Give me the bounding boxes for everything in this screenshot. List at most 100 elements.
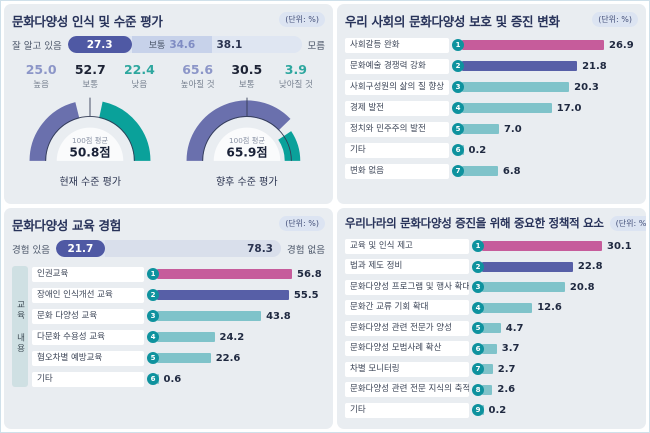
- bar-value: 22.8: [577, 261, 603, 272]
- rank-badge: 4: [452, 102, 464, 114]
- bar-row-label: 다문화 수용성 교육: [32, 329, 144, 345]
- education-stacked-bar: 경험 있음 21.7 78.3 경험 없음: [12, 240, 325, 257]
- rank-badge: 5: [452, 123, 464, 135]
- bar-row-label: 혐오차별 예방교육: [32, 350, 144, 366]
- stat-item: 65.6 높아질 것: [178, 62, 218, 90]
- bar-row-label: 기타: [345, 142, 449, 158]
- panel-awareness: 문화다양성 인식 및 수준 평가 (단위: %) 잘 알고 있음 27.3 보통…: [4, 4, 333, 204]
- panel-header: 문화다양성 교육 경험 (단위: %): [12, 215, 325, 234]
- panel-title: 우리나라의 문화다양성 증진을 위해 중요한 정책적 요소: [345, 216, 604, 230]
- rank-badge: 2: [452, 60, 464, 72]
- unit-badge: (단위: %): [279, 12, 325, 27]
- gauge-future-level: 100점 평균 65.9점 향후 수준 평가: [169, 92, 326, 188]
- stat-value: 52.7: [74, 62, 106, 77]
- bar-row-label: 사회갈등 완화: [345, 37, 449, 53]
- bar-value: 2.6: [497, 384, 516, 395]
- bar-row: 문화다양성 관련 전문 지식의 축적 8 2.6: [345, 382, 638, 398]
- stat-item: 25.0 높음: [21, 62, 61, 90]
- awareness-gauges: 100점 평균 50.8점 현재 수준 평가 100점 평균 65.9점: [12, 92, 325, 188]
- bar-row: 기타 6 0.2: [345, 142, 638, 158]
- bar-value: 0.2: [488, 404, 507, 416]
- bar-value: 24.2: [219, 331, 245, 343]
- gauge-current-level: 100점 평균 50.8점 현재 수준 평가: [12, 92, 169, 188]
- unit-badge: (단위: %): [592, 12, 638, 27]
- bar-value: 55.5: [293, 289, 319, 301]
- stat-value: 30.5: [231, 62, 263, 77]
- bar-row-label: 차별 모니터링: [345, 361, 469, 377]
- bar: [157, 290, 289, 300]
- bar: [482, 282, 565, 292]
- stat-label: 낮음: [131, 80, 148, 90]
- bar-value: 21.8: [582, 60, 607, 72]
- stacked-bar-track: 21.7 78.3: [55, 240, 282, 257]
- gauge-score: 50.8점: [70, 144, 111, 159]
- bar-row: 장애인 인식개선 교육 2 55.5: [32, 287, 325, 303]
- gauge-current-svg: 100점 평균 50.8점: [29, 97, 151, 162]
- bar-row: 정치와 민주주의 발전 5 7.0: [345, 121, 638, 137]
- bar: [157, 353, 211, 363]
- bar-row-label: 문화간 교류 기회 확대: [345, 300, 469, 315]
- bar-row: 문화 다양성 교육 3 43.8: [32, 308, 325, 324]
- stat-label: 보통: [82, 80, 99, 90]
- gauge-future-svg: 100점 평균 65.9점: [186, 97, 300, 162]
- bar: [482, 364, 493, 374]
- stacked-right-label: 경험 없음: [287, 244, 325, 256]
- rank-badge: 6: [452, 144, 464, 156]
- bar: [157, 269, 292, 279]
- panel-education: 문화다양성 교육 경험 (단위: %) 경험 있음 21.7 78.3 경험 없…: [4, 208, 333, 429]
- bar-row-label: 장애인 인식개선 교육: [32, 287, 144, 303]
- rank-badge: 5: [147, 352, 159, 364]
- stat-value: 22.4: [123, 62, 155, 77]
- bar-row-label: 사회구성원의 삶의 질 향상: [345, 79, 449, 95]
- panel-header: 문화다양성 인식 및 수준 평가 (단위: %): [12, 11, 325, 30]
- education-bars-wrap: 교육 내용 인권교육 1 56.8 장애인 인식개선 교육 2 55.5 문화 다양성 교육…: [12, 266, 325, 387]
- gauge-avg-label: 100점 평균: [72, 136, 108, 145]
- bar-value: 20.8: [569, 281, 595, 293]
- stat-item: 52.7 보통: [70, 62, 110, 90]
- bar: [482, 302, 533, 313]
- bar-row-label: 문화다양성 관련 전문 지식의 축적: [345, 382, 469, 397]
- rank-badge: 6: [472, 342, 484, 355]
- segment-unknown-value: 38.1: [216, 38, 243, 51]
- bar-row-label: 교육 및 인식 제고: [345, 238, 469, 254]
- rank-badge: 3: [472, 281, 484, 293]
- awareness-stacked-bar: 잘 알고 있음 27.3 보통 34.6 38.1 모름: [12, 36, 325, 53]
- gauge-caption: 현재 수준 평가: [59, 177, 122, 188]
- segment-neutral-label: 보통: [148, 41, 166, 51]
- panel-title: 우리 사회의 문화다양성 보호 및 증진 변화: [345, 14, 560, 29]
- bar-value: 2.7: [497, 363, 516, 375]
- bar-value: 0.6: [163, 373, 182, 385]
- bar-row-label: 기타: [32, 371, 144, 387]
- bar-value: 4.7: [505, 322, 524, 334]
- bar-row: 다문화 수용성 교육 4 24.2: [32, 329, 325, 345]
- dashboard-grid: 문화다양성 인식 및 수준 평가 (단위: %) 잘 알고 있음 27.3 보통…: [4, 4, 646, 429]
- bar-row-label: 문화다양성 관련 전문가 양성: [345, 320, 469, 336]
- stat-item: 30.5 보통: [227, 62, 267, 90]
- gauge-arc-high: [29, 102, 81, 162]
- education-content-side-label: 교육 내용: [12, 266, 28, 387]
- rank-badge: 3: [452, 81, 464, 93]
- stacked-left-label: 잘 알고 있음: [12, 40, 62, 52]
- bar-row-label: 기타: [345, 402, 469, 418]
- panel-header: 우리 사회의 문화다양성 보호 및 증진 변화 (단위: %): [345, 11, 638, 30]
- rank-badge: 1: [472, 240, 484, 252]
- rank-badge: 6: [147, 373, 159, 385]
- bar-row: 경제 발전 4 17.0: [345, 100, 638, 116]
- bar-value: 26.9: [609, 39, 634, 51]
- bar-value: 7.0: [503, 123, 522, 135]
- bar-row: 변화 없음 7 6.8: [345, 163, 638, 179]
- bar: [462, 61, 578, 71]
- bar: [462, 124, 499, 134]
- bar-value: 20.3: [574, 81, 599, 93]
- rank-badge: 9: [472, 404, 484, 416]
- bar-row: 기타 6 0.6: [32, 371, 325, 387]
- panel-change: 우리 사회의 문화다양성 보호 및 증진 변화 (단위: %) 사회갈등 완화 1…: [337, 4, 646, 204]
- bar-row-label: 문화다양성 모범사례 확산: [345, 341, 469, 356]
- rank-badge: 1: [452, 39, 464, 51]
- rank-badge: 4: [472, 301, 484, 314]
- segment-not-experienced-value: 78.3: [247, 242, 273, 255]
- bar: [462, 103, 552, 113]
- bar-row: 문화간 교류 기회 확대 4 12.6: [345, 300, 638, 316]
- stat-item: 3.9 낮아질 것: [276, 62, 316, 90]
